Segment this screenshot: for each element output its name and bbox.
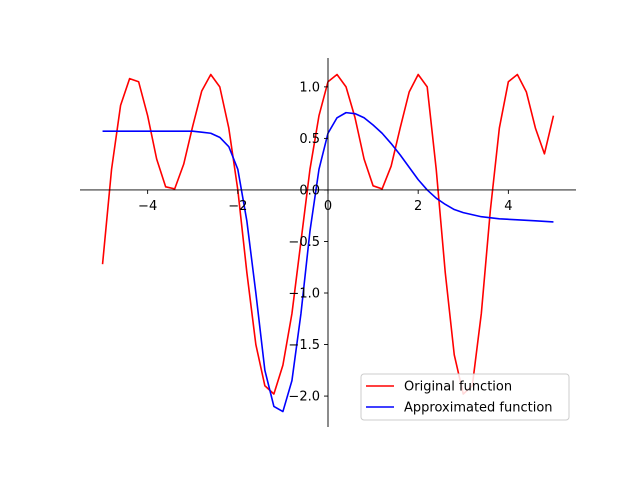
x-tick-label: −4 xyxy=(138,199,157,214)
y-tick-label: −2.0 xyxy=(288,390,320,405)
y-tick-label: −1.5 xyxy=(288,338,320,353)
legend-box xyxy=(360,373,570,421)
y-tick-label: −0.5 xyxy=(288,235,320,250)
legend-label-0: Original function xyxy=(404,380,512,395)
axes-layer: −4 −2 0 2 4 1.0 0.5 0.0 −0.5 −1.0 −1.5 −2.0 xyxy=(80,58,576,427)
y-tick-label: 1.0 xyxy=(299,80,320,95)
x-tick-label: 2 xyxy=(414,199,422,214)
legend: Original function Approximated function xyxy=(360,373,570,421)
y-tick-label: 0.5 xyxy=(299,132,320,147)
x-tick-label: 4 xyxy=(504,199,512,214)
x-tick-label: −2 xyxy=(228,199,247,214)
x-tick-label: 0 xyxy=(324,199,332,214)
legend-label-1: Approximated function xyxy=(404,401,553,416)
y-tick-label: −1.0 xyxy=(288,287,320,302)
y-tick-label: 0.0 xyxy=(299,183,320,198)
